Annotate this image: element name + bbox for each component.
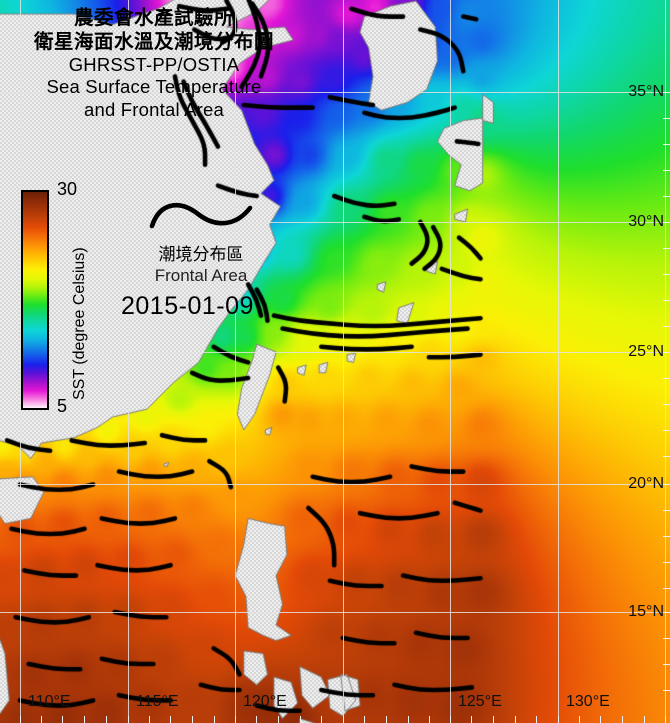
title-line-4: Sea Surface Temperature <box>46 76 262 98</box>
longitude-label-1: 115°E <box>136 693 179 710</box>
axis-tick-bottom <box>300 716 301 723</box>
gridline-vertical <box>235 0 236 723</box>
gridline-vertical <box>450 0 451 723</box>
colorbar-min-label: 5 <box>57 396 68 416</box>
axis-tick-bottom <box>429 716 430 723</box>
axis-tick-bottom <box>343 716 344 723</box>
axis-tick-bottom <box>321 716 322 723</box>
longitude-label-3: 125°E <box>458 693 502 710</box>
axis-tick-bottom <box>149 716 150 723</box>
axis-tick-right <box>663 248 670 249</box>
axis-tick-right <box>663 638 670 639</box>
axis-tick-right <box>663 378 670 379</box>
date-label: 2015-01-09 <box>121 292 254 320</box>
frontal-area-legend: 潮境分布區 Frontal Area <box>126 196 276 286</box>
frontal-legend-label-cjk: 潮境分布區 <box>158 245 244 265</box>
latitude-label-0: 35°N <box>628 83 664 100</box>
title-line-1: 農委會水產試驗所 <box>73 6 234 29</box>
gridline-vertical <box>558 0 559 723</box>
axis-tick-bottom <box>558 716 559 723</box>
axis-tick-bottom <box>644 716 645 723</box>
axis-tick-right <box>663 456 670 457</box>
gridline-vertical <box>665 0 666 723</box>
axis-tick-bottom <box>214 716 215 723</box>
gridline-vertical <box>128 0 129 723</box>
axis-tick-bottom <box>515 716 516 723</box>
axis-tick-right <box>663 612 670 613</box>
gridline-horizontal <box>0 92 670 93</box>
gridline-vertical <box>343 0 344 723</box>
title-line-3: GHRSST-PP/OSTIA <box>68 53 240 75</box>
latitude-label-3: 20°N <box>628 475 664 492</box>
axis-tick-right <box>663 274 670 275</box>
axis-tick-right <box>663 430 670 431</box>
gridline-horizontal <box>0 612 670 613</box>
axis-tick-right <box>663 588 670 589</box>
axis-tick-bottom <box>20 716 21 723</box>
axis-tick-right <box>663 326 670 327</box>
title-line-2: 衛星海面水溫及潮境分布圖 <box>33 29 274 53</box>
colorbar: 30 5 SST (degree Celsius) <box>21 179 88 416</box>
latitude-label-4: 15°N <box>628 603 664 620</box>
axis-tick-right <box>663 92 670 93</box>
colorbar-axis-title: SST (degree Celsius) <box>71 247 88 400</box>
colorbar-max-label: 30 <box>57 179 78 199</box>
axis-tick-bottom <box>665 716 666 723</box>
axis-tick-bottom <box>62 716 63 723</box>
axis-tick-right <box>663 690 670 691</box>
latitude-label-1: 30°N <box>628 213 664 230</box>
axis-tick-bottom <box>84 716 85 723</box>
axis-tick-right <box>663 484 670 485</box>
axis-tick-right <box>663 170 670 171</box>
latitude-label-2: 25°N <box>628 343 664 360</box>
gridline-horizontal <box>0 352 670 353</box>
axis-tick-right <box>663 144 670 145</box>
gridline-horizontal <box>0 222 670 223</box>
longitude-label-2: 120°E <box>243 693 287 710</box>
axis-tick-bottom <box>128 716 129 723</box>
longitude-label-0: 110°E <box>28 693 71 710</box>
axis-tick-bottom <box>364 716 365 723</box>
figure-title: 農委會水產試驗所 衛星海面水溫及潮境分布圖 GHRSST-PP/OSTIA Se… <box>18 6 290 121</box>
axis-tick-right <box>663 404 670 405</box>
axis-tick-right <box>663 300 670 301</box>
axis-tick-right <box>663 562 670 563</box>
axis-tick-bottom <box>256 716 257 723</box>
axis-tick-bottom <box>41 716 42 723</box>
axis-tick-right <box>663 196 670 197</box>
axis-tick-right <box>663 222 670 223</box>
axis-tick-bottom <box>235 716 236 723</box>
axis-tick-bottom <box>600 716 601 723</box>
axis-tick-bottom <box>471 716 472 723</box>
axis-tick-right <box>663 352 670 353</box>
axis-tick-bottom <box>622 716 623 723</box>
title-line-5: and Frontal Area <box>84 98 224 120</box>
axis-tick-bottom <box>106 716 107 723</box>
axis-tick-bottom <box>408 716 409 723</box>
frontal-legend-label-en: Frontal Area <box>154 266 248 285</box>
gridline-horizontal <box>0 484 670 485</box>
axis-tick-bottom <box>278 716 279 723</box>
wavy-line-icon <box>149 203 253 229</box>
axis-tick-bottom <box>536 716 537 723</box>
colorbar-ramp <box>23 192 47 408</box>
longitude-label-4: 130°E <box>566 693 610 710</box>
axis-tick-bottom <box>450 716 451 723</box>
axis-tick-bottom <box>386 716 387 723</box>
colorbar-gradient <box>21 190 49 410</box>
axis-tick-bottom <box>579 716 580 723</box>
axis-tick-bottom <box>493 716 494 723</box>
gridline-vertical <box>20 0 21 723</box>
axis-tick-bottom <box>192 716 193 723</box>
axis-tick-right <box>663 118 670 119</box>
axis-tick-right <box>663 510 670 511</box>
axis-tick-bottom <box>170 716 171 723</box>
axis-tick-right <box>663 664 670 665</box>
axis-tick-right <box>663 536 670 537</box>
